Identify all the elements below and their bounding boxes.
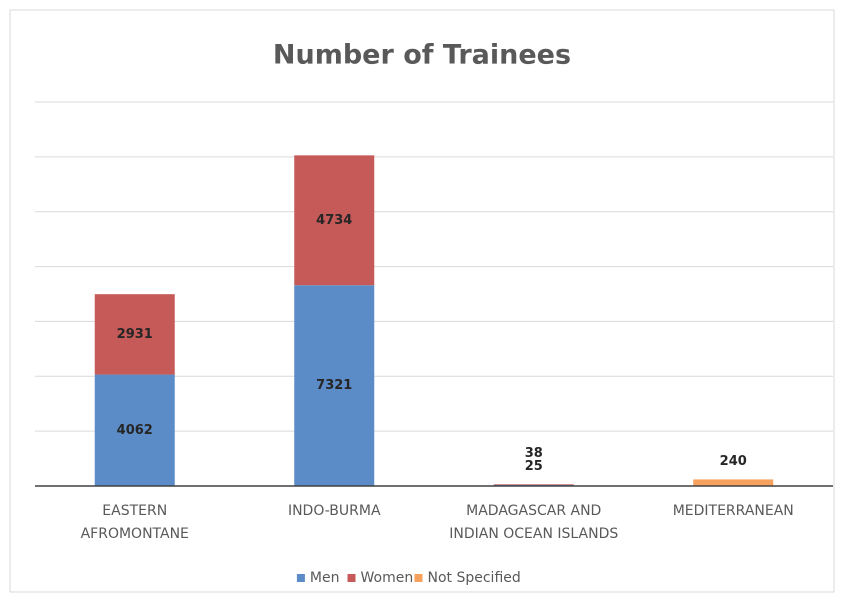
data-label: 25: [525, 459, 543, 474]
legend-label: Women: [361, 570, 414, 586]
legend-swatch: [296, 574, 305, 582]
x-tick-label: MADAGASCAR AND: [466, 503, 601, 519]
x-tick-label: INDIAN OCEAN ISLANDS: [449, 526, 618, 542]
data-label: 7321: [316, 378, 352, 393]
x-tick-label: EASTERN: [102, 503, 167, 519]
data-label: 4734: [316, 213, 352, 228]
legend-swatch: [414, 574, 423, 582]
bar-segment: [94, 374, 175, 486]
chart-title: Number of Trainees: [273, 40, 571, 71]
data-label: 2931: [117, 327, 153, 342]
bar-segment: [493, 484, 574, 485]
x-tick-label: MEDITERRANEAN: [673, 503, 794, 519]
bar-segment: [94, 294, 175, 375]
bar-segment: [294, 155, 375, 286]
bar-segment: [294, 285, 375, 486]
x-tick-label: INDO-BURMA: [288, 503, 381, 519]
data-label: 4062: [117, 423, 153, 438]
bar-segment: [693, 479, 774, 486]
legend-swatch: [347, 574, 356, 582]
x-tick-label: AFROMONTANE: [81, 526, 189, 542]
legend-label: Not Specified: [428, 570, 521, 586]
data-label: 240: [720, 454, 747, 469]
data-label: 38: [525, 446, 543, 461]
legend-label: Men: [310, 570, 340, 586]
